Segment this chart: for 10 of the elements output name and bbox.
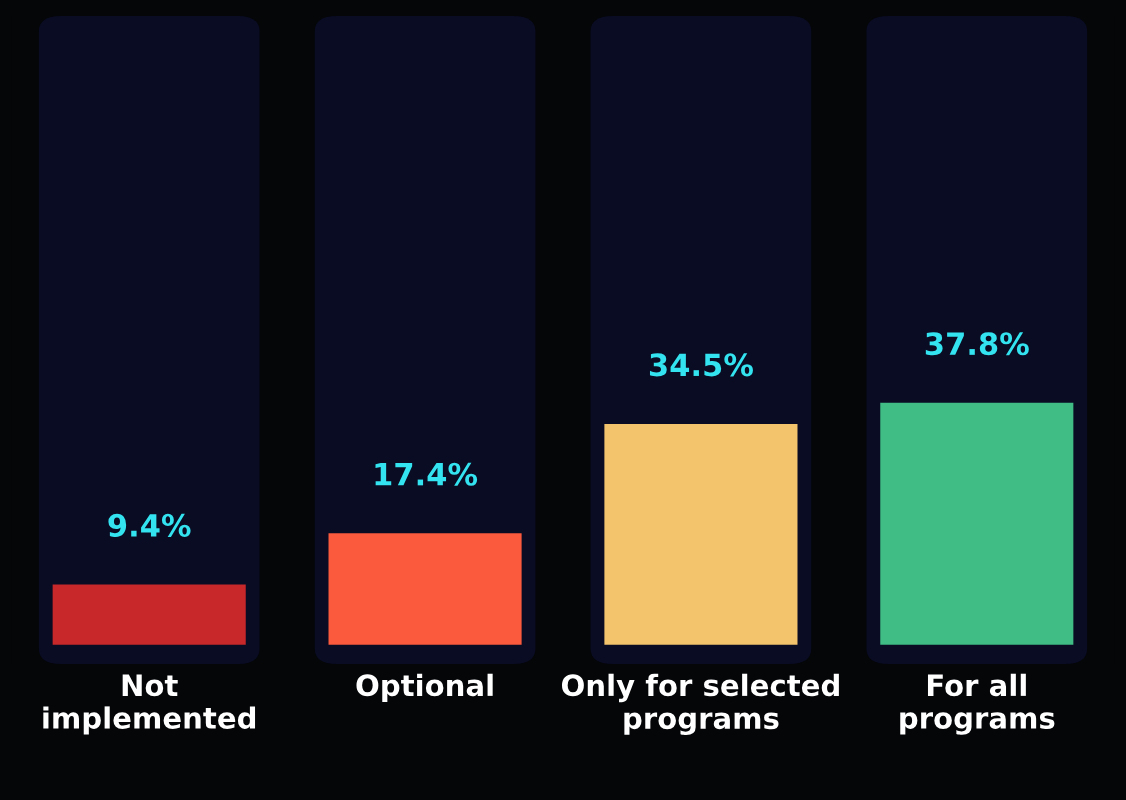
data-label: 34.5% <box>649 353 753 377</box>
bar <box>328 533 522 645</box>
data-label: 17.4% <box>375 462 478 486</box>
x-tick-label: Optional <box>356 673 493 702</box>
data-label: 9.4% <box>108 513 191 537</box>
x-tick-label: For all programs <box>900 673 1055 735</box>
x-tick-label: Only for selected programs <box>561 673 839 736</box>
data-label: 37.8% <box>925 332 1029 356</box>
x-tick-label: Not implemented <box>43 674 256 735</box>
bar <box>52 584 246 645</box>
